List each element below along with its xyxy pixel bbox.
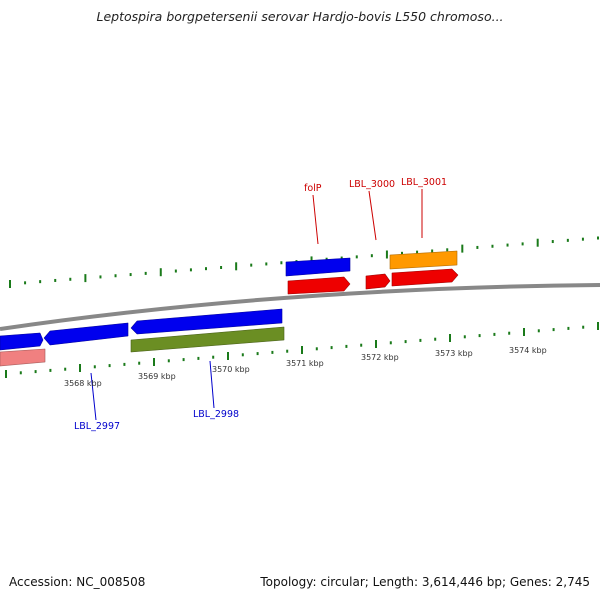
topology-summary: Topology: circular; Length: 3,614,446 bp… <box>260 575 590 589</box>
forward-gene-lbl-3001[interactable] <box>391 268 459 287</box>
kbp-label: 3571 kbp <box>286 359 324 368</box>
gene-label-lbl-2998-leader <box>209 360 215 409</box>
kbp-label: 3574 kbp <box>509 346 547 355</box>
gene-label-lbl-3000-leader <box>368 190 377 241</box>
kbp-scale-labels: 3568 kbp 3569 kbp 3570 kbp 3571 kbp 3572 kbp… <box>64 346 547 388</box>
reverse-gene-lbl-2996[interactable] <box>0 332 44 351</box>
kbp-label: 3569 kbp <box>138 372 176 381</box>
forward-gene-lbl-2999[interactable] <box>285 257 351 277</box>
kbp-label: 3573 kbp <box>435 349 473 358</box>
reverse-gene-lbl-2998-outline <box>130 308 283 335</box>
reverse-rna-feature-outline <box>0 348 46 367</box>
reverse-gene-lbl-2996-outline <box>0 332 44 351</box>
gene-labels: folP LBL_3000 LBL_3001 LBL_2997 LBL_2998 <box>74 177 447 432</box>
label-leader-lines <box>90 189 423 421</box>
reverse-gene-olive[interactable] <box>130 326 285 353</box>
forward-gene-lbl-3001-top-outline <box>389 250 458 270</box>
reverse-gene-lbl-2998[interactable] <box>130 308 283 335</box>
gene-label-lbl-2997-leader <box>90 372 97 421</box>
gene-label-lbl-2998[interactable]: LBL_2998 <box>193 409 239 420</box>
forward-gene-lbl-3001-outline <box>391 268 459 287</box>
forward-gene-lbl-3000-outline <box>365 273 391 290</box>
forward-gene-folp[interactable] <box>287 276 351 295</box>
forward-gene-lbl-3001-top[interactable] <box>389 250 458 270</box>
feature-track <box>0 250 459 367</box>
kbp-label: 3572 kbp <box>361 353 399 362</box>
map-title: Leptospira borgpetersenii serovar Hardjo… <box>96 9 504 24</box>
reverse-gene-lbl-2997[interactable] <box>43 322 129 346</box>
outer-tick-track <box>9 236 599 288</box>
kbp-label: 3568 kbp <box>64 379 102 388</box>
chromosome-backbone <box>0 283 600 331</box>
kbp-label: 3570 kbp <box>212 365 250 374</box>
reverse-gene-olive-outline <box>130 326 285 353</box>
inner-tick-track <box>5 322 599 378</box>
gene-label-folp-leader <box>312 194 319 245</box>
forward-gene-folp-outline <box>287 276 351 295</box>
gene-label-folp[interactable]: folP <box>304 183 322 194</box>
accession-label: Accession: NC_008508 <box>9 575 146 589</box>
gene-label-lbl-3001[interactable]: LBL_3001 <box>401 177 447 188</box>
reverse-gene-lbl-2997-outline <box>43 322 129 346</box>
forward-gene-lbl-3000[interactable] <box>365 273 391 290</box>
reverse-rna-feature[interactable] <box>0 348 46 367</box>
gene-label-lbl-2997[interactable]: LBL_2997 <box>74 421 120 432</box>
gene-label-lbl-3000[interactable]: LBL_3000 <box>349 179 395 190</box>
forward-gene-lbl-2999-outline <box>285 257 351 277</box>
